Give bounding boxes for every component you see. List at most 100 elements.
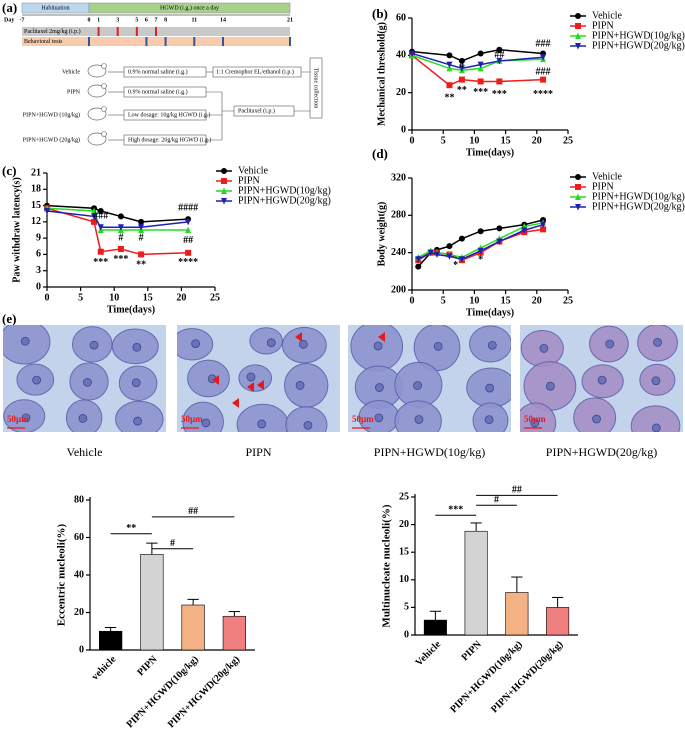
x-axis-label: Time(days) bbox=[466, 307, 514, 318]
series-line bbox=[46, 210, 189, 229]
legend-marker bbox=[575, 32, 581, 39]
marker bbox=[458, 235, 465, 242]
nucleus bbox=[133, 416, 143, 426]
marker bbox=[496, 225, 503, 232]
nucleus bbox=[651, 423, 661, 432]
significance-label: # bbox=[494, 495, 499, 506]
x-tick-label: PIPN+HGWD(10g/kg) bbox=[448, 639, 524, 715]
nucleus bbox=[295, 381, 305, 390]
scale-label: 50μm bbox=[7, 414, 29, 424]
x-tick-label: 15 bbox=[143, 292, 153, 303]
connector bbox=[206, 71, 310, 141]
nucleus bbox=[303, 420, 313, 430]
legend-label: PIPN+HGWD(10g/kg) bbox=[592, 191, 685, 202]
annotation: **** bbox=[178, 257, 198, 268]
x-tick-label: 20 bbox=[532, 295, 542, 306]
behavior-row-label: Behavioral tests bbox=[24, 39, 63, 45]
panel-label: (c) bbox=[2, 163, 16, 178]
bar bbox=[98, 630, 123, 651]
nucleus bbox=[651, 376, 661, 386]
y-axis-label: Eccentric nucleoli(%) bbox=[56, 524, 68, 627]
chart: (c) 0 3 6 9 12 15 18 21 0 5 10 15 20 25 Time(days) Paw w… bbox=[2, 163, 331, 315]
nucleus bbox=[266, 338, 276, 348]
y-tick-label: 5 bbox=[404, 602, 409, 613]
nucleus bbox=[484, 415, 494, 425]
x-tick-label: PIPN bbox=[135, 653, 160, 678]
marker bbox=[458, 65, 465, 72]
significance-label: ## bbox=[188, 506, 198, 517]
legend-marker bbox=[221, 187, 227, 194]
legend-label: PIPN+HGWD(20g/kg) bbox=[592, 40, 685, 51]
marker bbox=[446, 243, 453, 250]
nucleus bbox=[21, 413, 31, 423]
group-name: PIPN+HGWD (20g/kg) bbox=[23, 136, 80, 143]
x-tick-label: 5 bbox=[441, 135, 446, 146]
nucleus bbox=[530, 418, 540, 428]
y-tick-label: 60 bbox=[396, 12, 406, 23]
y-tick-label: 10 bbox=[399, 574, 409, 585]
test-mark bbox=[289, 37, 291, 46]
y-tick-label: 0 bbox=[36, 281, 41, 292]
chart: 0 5 10 15 20 25 Multinucleate nucleoli(%) Vehic… bbox=[381, 485, 578, 715]
cell bbox=[285, 406, 328, 432]
day-tick: -7 bbox=[20, 17, 25, 23]
legend-label: Vehicle bbox=[238, 165, 269, 176]
annotation: ** bbox=[136, 260, 146, 271]
chart: (b) 0 20 40 60 0 5 10 15 20 25 Time(days) Mechanical… bbox=[372, 6, 685, 158]
y-tick-label: 6 bbox=[36, 249, 41, 260]
scale-label: 50μm bbox=[352, 414, 374, 424]
marker bbox=[477, 78, 484, 85]
nucleus bbox=[257, 419, 267, 429]
bar bbox=[423, 619, 447, 636]
bar bbox=[222, 615, 247, 651]
nucleus bbox=[201, 418, 211, 428]
y-tick-label: 18 bbox=[31, 184, 41, 195]
annotation: *** bbox=[473, 87, 488, 98]
annotation: ## bbox=[183, 235, 193, 246]
collection-label: Tissue collection bbox=[313, 68, 319, 109]
marker bbox=[97, 224, 104, 231]
nucleus bbox=[413, 381, 422, 390]
cell bbox=[249, 327, 283, 355]
marker bbox=[540, 76, 547, 83]
paclitaxel-row-label: Paclitaxel 2mg/kg (i.p.) bbox=[24, 28, 81, 35]
protocol-diagram: (a) Habituation HGWD (i.g.) once a day Day -… bbox=[2, 0, 323, 146]
nucleus bbox=[592, 414, 601, 424]
step-label: Low dosage: 10g/kg HGWD (i.g.) bbox=[128, 111, 210, 118]
arrowhead bbox=[257, 380, 264, 390]
annotation: * bbox=[478, 254, 483, 265]
marker bbox=[433, 251, 440, 259]
panel-label: (e) bbox=[2, 311, 16, 326]
nucleus bbox=[32, 375, 42, 385]
y-tick-label: 15 bbox=[399, 546, 409, 557]
annotation: #### bbox=[178, 203, 198, 214]
annotation: ## bbox=[494, 50, 504, 61]
bar bbox=[181, 604, 205, 651]
image-caption: Vehicle bbox=[67, 445, 103, 459]
significance-label: ** bbox=[126, 523, 136, 534]
day-tick: 14 bbox=[220, 17, 226, 23]
nucleus bbox=[653, 337, 662, 347]
legend-label: PIPN bbox=[238, 175, 260, 186]
x-tick-label: 25 bbox=[563, 135, 573, 146]
x-tick-label: 10 bbox=[469, 295, 479, 306]
legend-label: Vehicle bbox=[592, 171, 623, 182]
bar bbox=[140, 554, 164, 651]
legend-label: PIPN+HGWD(10g/kg) bbox=[592, 30, 685, 41]
nucleus bbox=[487, 340, 497, 350]
x-tick-label: 15 bbox=[501, 295, 511, 306]
y-tick-label: 20 bbox=[396, 87, 406, 98]
marker bbox=[91, 207, 98, 214]
marker bbox=[91, 213, 98, 220]
y-tick-label: 60 bbox=[74, 532, 84, 543]
marker bbox=[185, 218, 192, 226]
x-tick-label: 5 bbox=[78, 292, 83, 303]
nucleus bbox=[89, 340, 99, 350]
marker bbox=[477, 228, 484, 235]
micrograph: 50μm bbox=[3, 325, 166, 432]
annotation: ** bbox=[444, 93, 454, 104]
x-tick-label: 20 bbox=[176, 292, 186, 303]
day-tick: 1 bbox=[97, 17, 100, 23]
day-tick: 5 bbox=[135, 17, 138, 23]
